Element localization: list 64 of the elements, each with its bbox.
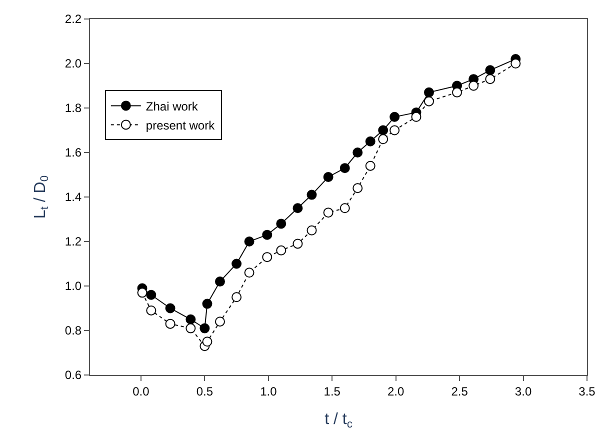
point [214, 316, 225, 327]
point [292, 238, 303, 249]
x-tick-label: 0.5 [196, 384, 214, 398]
point [244, 268, 254, 278]
point [306, 190, 317, 200]
x-tick-label: 1.0 [260, 384, 278, 398]
y-tick-label: 1.8 [64, 101, 82, 116]
point [262, 230, 272, 240]
point [452, 87, 462, 98]
point [485, 74, 496, 84]
point [137, 288, 148, 298]
point [323, 208, 334, 218]
legend-label: Zhai work [146, 99, 199, 114]
point [485, 65, 496, 76]
point [276, 218, 286, 229]
point [378, 125, 388, 136]
x-axis-title: t / t$_{c}$ [324, 411, 353, 430]
x-tick-label: 2.5 [451, 384, 468, 398]
point [232, 258, 242, 269]
point [262, 252, 272, 262]
point [146, 290, 156, 300]
point [146, 305, 156, 316]
point [292, 203, 303, 214]
point [352, 183, 363, 194]
point [186, 323, 196, 334]
x-tick-label: 0.0 [132, 384, 150, 398]
point [214, 276, 225, 287]
point [323, 172, 334, 182]
point [424, 87, 434, 98]
point [365, 160, 376, 171]
point [165, 318, 176, 329]
x-tick-label: 2.0 [388, 384, 405, 398]
point [365, 136, 376, 146]
point [510, 58, 521, 68]
y-tick-label: 1.6 [64, 146, 82, 160]
point [202, 336, 212, 347]
x-tick-label: 3.5 [578, 384, 596, 398]
y-tick-label: 2.2 [64, 12, 82, 26]
point [390, 125, 400, 136]
y-tick-label: 2.0 [64, 56, 82, 71]
y-tick-label: 1.4 [64, 190, 82, 204]
x-tick-label: 3.0 [514, 384, 532, 398]
x-tick-label: 1.5 [324, 384, 341, 398]
point [165, 303, 176, 314]
point [186, 314, 196, 324]
point [232, 292, 242, 302]
point [468, 80, 479, 91]
point [424, 96, 434, 106]
point [352, 148, 363, 158]
y-tick-label: 1.0 [64, 279, 82, 294]
point [411, 112, 422, 122]
point [340, 203, 350, 214]
point [390, 112, 400, 122]
point [306, 225, 317, 236]
point [378, 134, 388, 144]
y-tick-label: 0.8 [64, 324, 82, 338]
point [202, 298, 212, 309]
y-tick-label: 1.2 [64, 234, 82, 249]
legend-label: present work [146, 118, 216, 132]
point [276, 245, 286, 256]
point [244, 236, 254, 246]
point [200, 323, 210, 334]
point [340, 163, 350, 174]
y-tick-label: 0.6 [64, 368, 82, 382]
